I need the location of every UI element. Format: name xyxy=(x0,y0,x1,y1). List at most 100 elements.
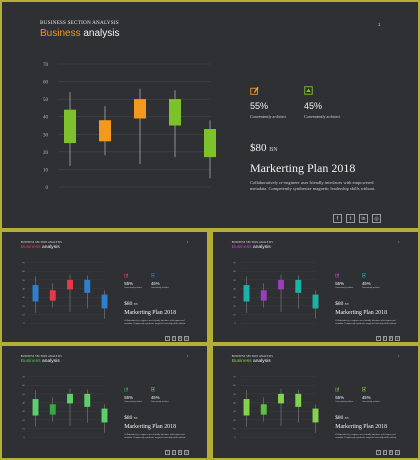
plan-description: Collaboratively re-engineer user friendl… xyxy=(124,433,186,439)
price-unit: BN xyxy=(133,415,138,420)
price-unit: BN xyxy=(344,415,349,420)
candle-body xyxy=(312,294,319,309)
slide-thumb-4[interactable]: BUSINESS SECTION ANALYSIS Business analys… xyxy=(213,346,418,458)
feature-1-caption: Conveniently architect xyxy=(124,401,143,404)
candle-body xyxy=(243,285,250,302)
edit-icon xyxy=(124,273,129,278)
linkedin-icon[interactable]: in xyxy=(388,450,394,455)
edit-icon xyxy=(250,86,259,95)
y-tick-label: 0 xyxy=(234,436,236,439)
twitter-icon[interactable]: t xyxy=(171,336,176,341)
feature-1-value: 55% xyxy=(250,101,269,111)
title-accent-word: Business xyxy=(40,28,81,39)
candle-body xyxy=(84,393,91,407)
y-tick-label: 50 xyxy=(43,98,49,103)
slide-thumb-2[interactable]: BUSINESS SECTION ANALYSIS Business analys… xyxy=(213,232,418,342)
social-links: f t in ◎ xyxy=(376,450,400,455)
price-unit: BN xyxy=(344,301,349,306)
facebook-icon[interactable]: f xyxy=(333,214,342,223)
y-tick-label: 20 xyxy=(22,305,25,308)
instagram-icon[interactable]: ◎ xyxy=(184,450,189,455)
instagram-icon[interactable]: ◎ xyxy=(184,336,189,341)
y-tick-label: 20 xyxy=(43,151,49,156)
title-accent-word: Business xyxy=(231,244,252,250)
candle-body xyxy=(64,109,76,144)
title-word: analysis xyxy=(42,244,60,250)
social-links: f t in ◎ xyxy=(376,336,400,341)
twitter-icon[interactable]: t xyxy=(346,214,355,223)
plan-description: Collaboratively re-engineer user friendl… xyxy=(335,319,397,325)
y-tick-label: 50 xyxy=(22,279,25,282)
edit-icon xyxy=(335,273,340,278)
twitter-icon[interactable]: t xyxy=(382,336,387,341)
section-eyebrow: BUSINESS SECTION ANALYSIS xyxy=(20,240,62,244)
candle-body xyxy=(312,408,319,423)
y-tick-label: 50 xyxy=(233,279,236,282)
instagram-icon[interactable]: ◎ xyxy=(395,450,400,455)
instagram-icon[interactable]: ◎ xyxy=(395,336,400,341)
y-tick-label: 50 xyxy=(22,393,25,396)
y-tick-label: 60 xyxy=(233,384,236,387)
growth-icon xyxy=(150,273,156,278)
candle-body xyxy=(278,393,284,404)
plan-title: Markerting Plan 2018 xyxy=(124,424,177,431)
y-tick-label: 10 xyxy=(22,427,25,430)
price-value: $80 BN xyxy=(124,301,138,307)
linkedin-icon[interactable]: in xyxy=(359,214,368,223)
feature-1-value: 55% xyxy=(124,280,134,286)
feature-2-value: 45% xyxy=(150,280,160,286)
y-tick-label: 20 xyxy=(233,419,236,422)
y-tick-label: 0 xyxy=(46,186,49,191)
linkedin-icon[interactable]: in xyxy=(388,336,394,341)
instagram-icon[interactable]: ◎ xyxy=(372,214,381,223)
plan-title: Markerting Plan 2018 xyxy=(124,310,177,317)
y-tick-label: 30 xyxy=(43,133,49,138)
feature-1-caption: Conveniently architect xyxy=(335,287,354,290)
growth-icon xyxy=(304,86,313,95)
feature-2-value: 45% xyxy=(150,394,160,400)
y-tick-label: 40 xyxy=(22,402,25,405)
social-links: f t in ◎ xyxy=(165,336,189,341)
y-tick-label: 10 xyxy=(233,313,236,316)
plan-title: Markerting Plan 2018 xyxy=(335,424,388,431)
candle-body xyxy=(295,393,302,407)
slide-thumb-3[interactable]: BUSINESS SECTION ANALYSIS Business analys… xyxy=(2,346,207,458)
facebook-icon[interactable]: f xyxy=(376,450,381,455)
section-eyebrow: BUSINESS SECTION ANALYSIS xyxy=(40,20,119,26)
price-amount: $80 xyxy=(124,300,133,307)
y-tick-label: 30 xyxy=(22,410,25,413)
twitter-icon[interactable]: t xyxy=(382,450,387,455)
linkedin-icon[interactable]: in xyxy=(177,336,183,341)
plan-description: Collaboratively re-engineer user friendl… xyxy=(335,433,397,439)
candlestick-chart: 0 10 20 30 40 50 60 70 xyxy=(22,262,108,325)
growth-icon xyxy=(361,273,367,278)
slide-main[interactable]: BUSINESS SECTION ANALYSIS Business analys… xyxy=(2,2,418,228)
feature-1-value: 55% xyxy=(335,280,345,286)
page-number: 1 xyxy=(378,22,381,27)
candle-body xyxy=(84,279,91,293)
twitter-icon[interactable]: t xyxy=(171,450,176,455)
y-tick-label: 60 xyxy=(22,384,25,387)
title-accent-word: Business xyxy=(20,244,41,250)
y-tick-label: 60 xyxy=(43,81,49,86)
facebook-icon[interactable]: f xyxy=(376,336,381,341)
price-amount: $80 xyxy=(335,414,344,421)
y-tick-label: 20 xyxy=(22,419,25,422)
y-tick-label: 10 xyxy=(233,427,236,430)
price-value: $80 BN xyxy=(335,301,349,307)
facebook-icon[interactable]: f xyxy=(165,450,170,455)
price-amount: $80 xyxy=(124,414,133,421)
social-links: f t in ◎ xyxy=(165,450,189,455)
candle-body xyxy=(67,393,73,404)
page-number: 1 xyxy=(398,241,400,244)
growth-icon xyxy=(361,387,367,392)
facebook-icon[interactable]: f xyxy=(165,336,170,341)
linkedin-icon[interactable]: in xyxy=(177,450,183,455)
page-title: Business analysis xyxy=(232,245,271,250)
slide-thumb-1[interactable]: BUSINESS SECTION ANALYSIS Business analys… xyxy=(2,232,207,342)
candle-body xyxy=(243,399,250,416)
feature-1-caption: Conveniently architect xyxy=(250,114,287,119)
page-number: 1 xyxy=(187,355,189,358)
y-tick-label: 40 xyxy=(233,288,236,291)
y-tick-label: 0 xyxy=(234,322,236,325)
